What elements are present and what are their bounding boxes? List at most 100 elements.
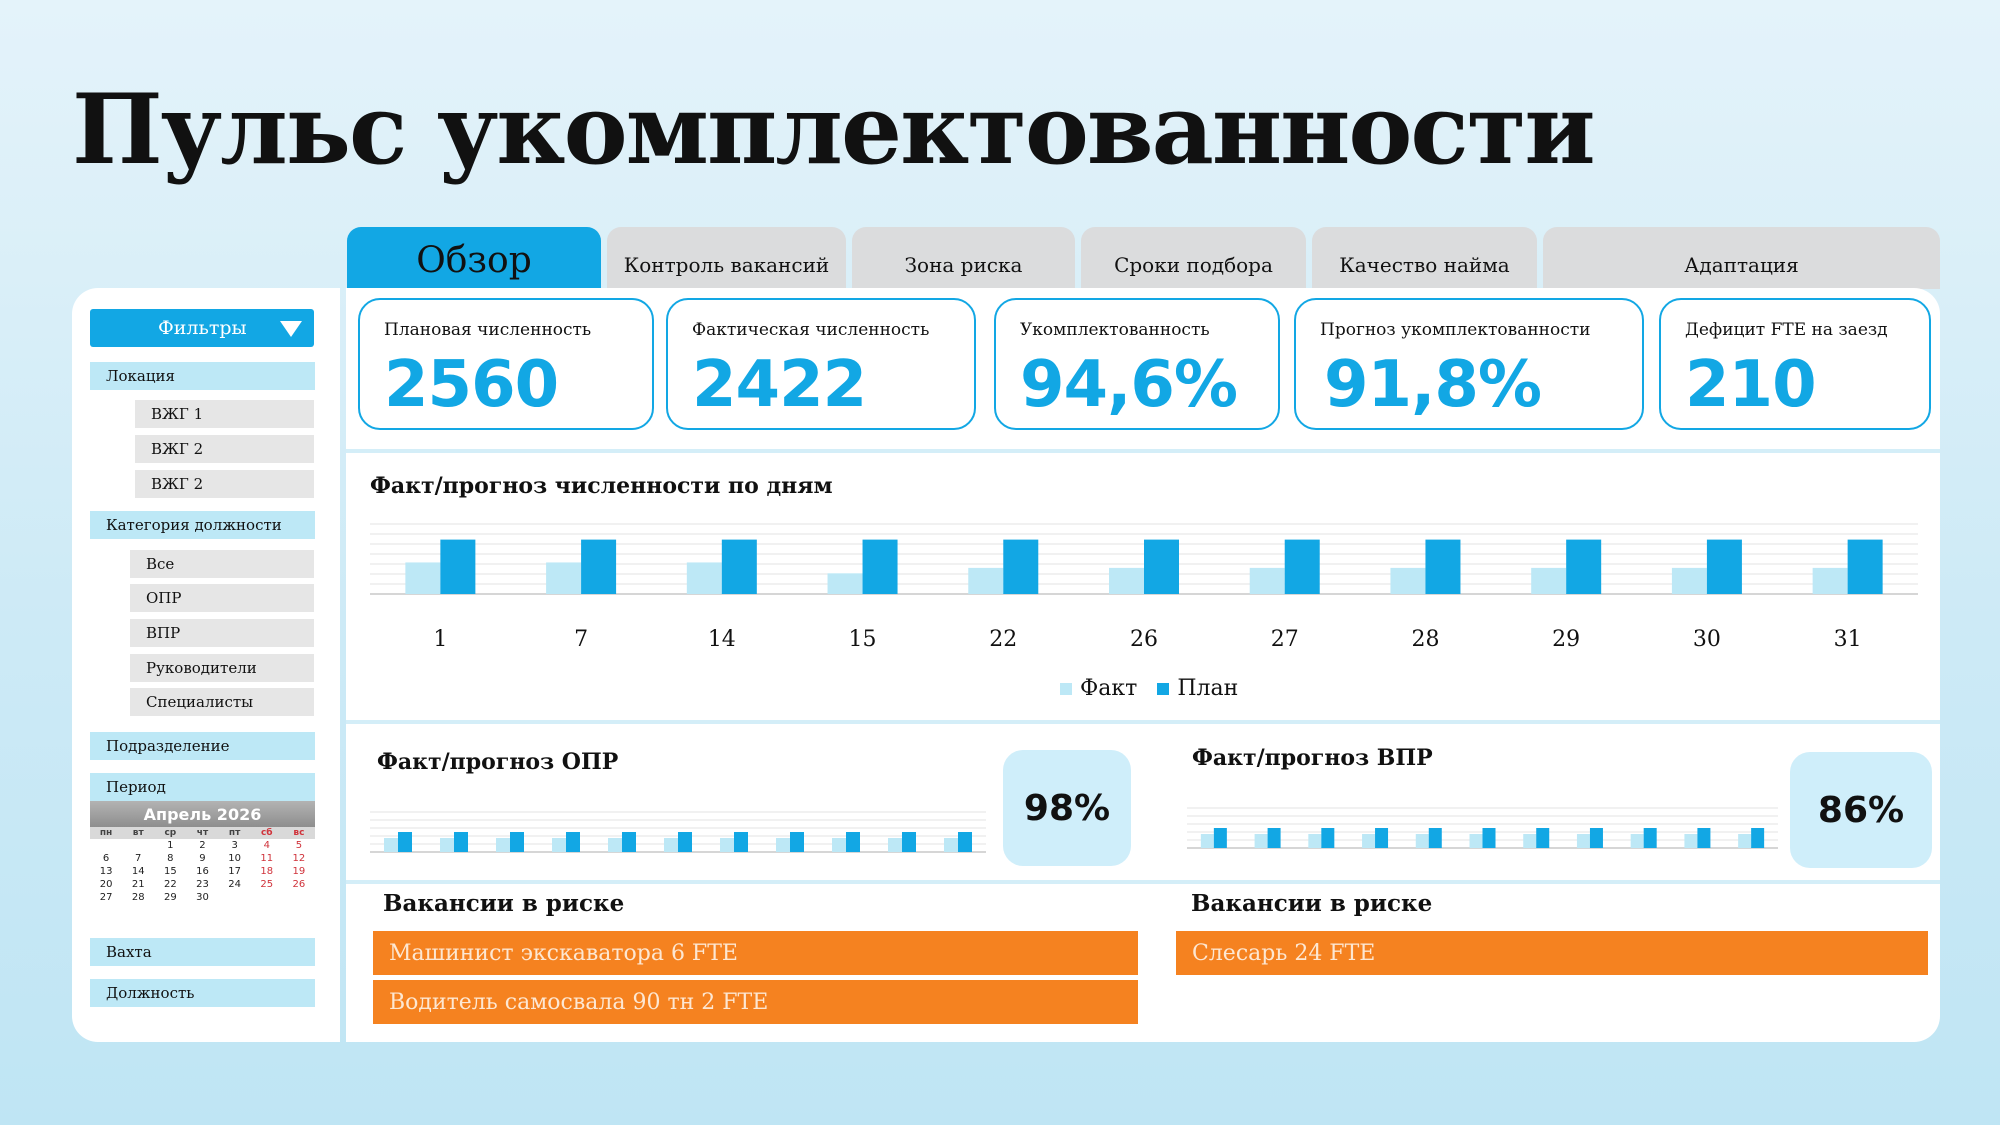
plan-bar xyxy=(678,832,692,852)
x-tick-label: 22 xyxy=(989,627,1018,652)
plan-bar xyxy=(846,832,860,852)
plan-bar xyxy=(566,832,580,852)
x-tick-label: 1 xyxy=(433,627,448,652)
calendar-day[interactable]: 4 xyxy=(263,840,270,851)
filter-position-category[interactable]: Категория должности xyxy=(90,511,315,539)
location-option[interactable]: ВЖГ 1 xyxy=(135,400,314,428)
fact-bar xyxy=(1200,834,1214,848)
filter-shift[interactable]: Вахта xyxy=(90,938,315,966)
tab-overview[interactable]: Обзор xyxy=(347,227,601,289)
kpi-staffing-level: Укомплектованность 94,6% xyxy=(994,298,1280,430)
category-option[interactable]: Специалисты xyxy=(130,688,314,716)
risk-vacancy-item[interactable]: Водитель самосвала 90 тн 2 FTE xyxy=(373,980,1138,1024)
calendar-day[interactable]: 1 xyxy=(167,840,174,851)
calendar-day[interactable]: 11 xyxy=(260,853,274,864)
calendar-day[interactable]: 7 xyxy=(135,853,142,864)
tab-adaptation[interactable]: Адаптация xyxy=(1543,227,1940,289)
calendar-day[interactable]: 18 xyxy=(260,866,274,877)
calendar-weekday: сб xyxy=(250,827,283,839)
filter-division[interactable]: Подразделение xyxy=(90,732,315,760)
tab-risk-zone[interactable]: Зона риска xyxy=(852,227,1075,289)
calendar-day[interactable]: 30 xyxy=(196,892,209,903)
calendar-day[interactable]: 10 xyxy=(228,853,241,864)
calendar-day[interactable]: 12 xyxy=(292,853,306,864)
calendar-weekday: вс xyxy=(282,827,315,839)
calendar-day[interactable]: 14 xyxy=(131,866,145,877)
fact-bar xyxy=(1523,834,1537,848)
x-tick-label: 27 xyxy=(1270,627,1299,652)
opr-chart-title: Факт/прогноз ОПР xyxy=(377,749,619,775)
calendar-day[interactable]: 23 xyxy=(196,879,209,890)
calendar-day[interactable]: 21 xyxy=(131,879,145,890)
calendar-day[interactable]: 8 xyxy=(167,853,174,864)
calendar[interactable]: Апрель 2026 пн вт ср чт пт сб вс 1 2 3 4 5 6 7 8 9 10 11… xyxy=(90,801,315,919)
calendar-day[interactable]: 26 xyxy=(292,879,306,890)
calendar-day[interactable]: 6 xyxy=(102,853,110,864)
x-tick-label: 26 xyxy=(1130,627,1158,652)
location-option[interactable]: ВЖГ 2 xyxy=(135,435,314,463)
tab-hiring-timelines[interactable]: Сроки подбора xyxy=(1081,227,1306,289)
calendar-day xyxy=(90,839,122,852)
risk-vacancy-item[interactable]: Слесарь 24 FTE xyxy=(1176,931,1928,975)
calendar-day[interactable]: 28 xyxy=(131,892,145,903)
kpi-value: 2560 xyxy=(384,348,559,422)
calendar-day[interactable]: 3 xyxy=(231,840,238,851)
kpi-actual-headcount: Фактическая численность 2422 xyxy=(666,298,976,430)
plan-bar xyxy=(1213,828,1227,848)
x-tick-label: 29 xyxy=(1552,627,1581,652)
fact-bar xyxy=(1390,567,1426,594)
kpi-label: Укомплектованность xyxy=(1020,320,1210,340)
tab-hiring-quality[interactable]: Качество найма xyxy=(1312,227,1537,289)
tab-vacancy-control[interactable]: Контроль вакансий xyxy=(607,227,846,289)
chart-title: Факт/прогноз численности по дням xyxy=(370,473,833,499)
fact-bar xyxy=(1576,834,1590,848)
plan-bar xyxy=(1375,828,1389,848)
calendar-day[interactable]: 27 xyxy=(99,892,113,903)
calendar-day xyxy=(219,891,251,904)
calendar-day[interactable]: 19 xyxy=(292,866,306,877)
filters-dropdown[interactable]: Фильтры xyxy=(90,309,314,347)
calendar-day[interactable]: 9 xyxy=(199,853,206,864)
fact-bar xyxy=(1415,834,1429,848)
calendar-day[interactable]: 25 xyxy=(260,879,274,890)
calendar-day[interactable]: 13 xyxy=(99,866,113,877)
category-option[interactable]: Руководители xyxy=(130,654,314,682)
fact-bar xyxy=(832,838,846,852)
calendar-day[interactable]: 17 xyxy=(228,866,241,877)
calendar-day[interactable]: 15 xyxy=(163,866,177,877)
fact-bar xyxy=(1249,567,1285,594)
calendar-day[interactable]: 24 xyxy=(228,879,241,890)
plan-bar xyxy=(1267,828,1281,848)
calendar-day[interactable]: 20 xyxy=(99,879,113,890)
calendar-day[interactable]: 2 xyxy=(199,840,206,851)
calendar-day[interactable]: 16 xyxy=(196,866,209,877)
x-tick-label: 7 xyxy=(574,627,589,652)
plan-bar xyxy=(454,832,468,852)
plan-bar xyxy=(1425,539,1461,594)
calendar-day[interactable]: 22 xyxy=(163,879,177,890)
divider xyxy=(346,880,1940,884)
kpi-staffing-forecast: Прогноз укомплектованности 91,8% xyxy=(1294,298,1644,430)
x-tick-label: 15 xyxy=(848,627,877,652)
category-option[interactable]: ОПР xyxy=(130,584,314,612)
category-option[interactable]: ВПР xyxy=(130,619,314,647)
filter-period[interactable]: Период xyxy=(90,773,315,801)
filter-position[interactable]: Должность xyxy=(90,979,315,1007)
kpi-value: 91,8% xyxy=(1324,348,1542,422)
plan-bar xyxy=(1144,539,1179,594)
risk-vacancy-item[interactable]: Машинист экскаватора 6 FTE xyxy=(373,931,1138,975)
calendar-day xyxy=(122,839,154,852)
location-option[interactable]: ВЖГ 2 xyxy=(135,470,314,498)
plan-bar xyxy=(1847,539,1883,594)
risk-vacancies-title: Вакансии в риске xyxy=(383,890,625,917)
plan-bar xyxy=(1482,828,1496,848)
fact-bar xyxy=(686,562,722,594)
calendar-day[interactable]: 29 xyxy=(163,892,177,903)
plan-bar xyxy=(1589,828,1603,848)
vpr-chart xyxy=(1187,807,1778,849)
calendar-day xyxy=(283,891,315,904)
category-option[interactable]: Все xyxy=(130,550,314,578)
plan-bar xyxy=(721,539,757,594)
filter-location[interactable]: Локация xyxy=(90,362,315,390)
calendar-day[interactable]: 5 xyxy=(295,840,303,851)
